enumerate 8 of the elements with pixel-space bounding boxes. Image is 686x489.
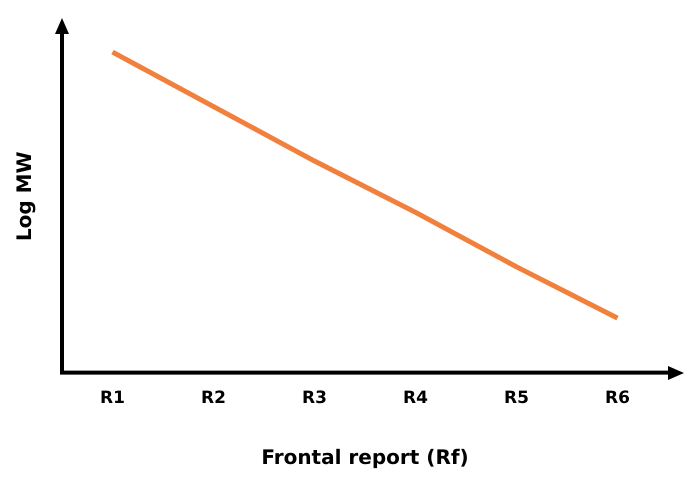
y-axis-title: Log MW bbox=[12, 151, 36, 242]
x-tick-label: R5 bbox=[504, 388, 529, 408]
x-tick-label: R1 bbox=[100, 388, 125, 408]
x-tick-label: R2 bbox=[201, 388, 226, 408]
x-tick-label: R4 bbox=[403, 388, 428, 408]
x-tick-label: R6 bbox=[605, 388, 630, 408]
x-axis-title: Frontal report (Rf) bbox=[261, 445, 469, 470]
x-tick-label: R3 bbox=[302, 388, 327, 408]
